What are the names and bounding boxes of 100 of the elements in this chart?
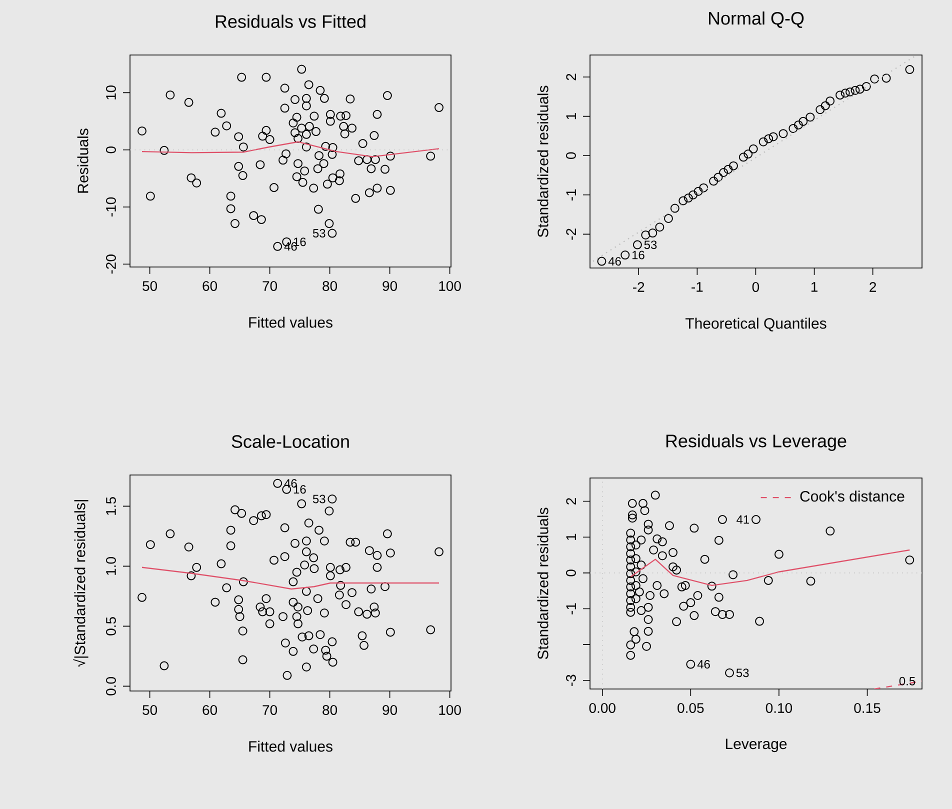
- legend-label: Cook's distance: [800, 490, 904, 502]
- x-tick-label: 0.15: [854, 703, 880, 713]
- point: [870, 74, 880, 84]
- x-tick-label: 80: [322, 705, 338, 715]
- y-tick-label: 10: [106, 85, 116, 100]
- point: [664, 214, 673, 223]
- x-tick-label: 50: [142, 281, 158, 291]
- x-tick-label: -1: [692, 282, 703, 292]
- x-axis-title: Leverage: [726, 738, 787, 752]
- x-tick-label: 90: [382, 281, 398, 291]
- y-tick-label: 0: [566, 570, 576, 576]
- point: [699, 183, 708, 192]
- chart-title: Residuals vs Fitted: [216, 14, 366, 28]
- point: [758, 137, 768, 146]
- point: [840, 88, 850, 98]
- annotation: 46: [608, 257, 621, 266]
- x-tick-label: 0.10: [766, 703, 792, 713]
- point: [748, 144, 758, 154]
- point: [728, 161, 738, 170]
- annotation: 16: [632, 250, 644, 260]
- point: [670, 204, 680, 213]
- point: [620, 250, 630, 260]
- point: [724, 164, 733, 174]
- y-axis-title: Standardized residuals: [537, 86, 548, 238]
- y-tick-label: 0: [106, 146, 116, 154]
- x-tick-label: 90: [382, 705, 398, 715]
- y-axis-title: Standardized residuals: [537, 508, 548, 660]
- y-tick-label: -10: [106, 197, 116, 216]
- y-tick-label: 1: [566, 534, 576, 540]
- x-tick-label: 100: [439, 281, 461, 291]
- point: [778, 129, 788, 138]
- point: [597, 256, 606, 266]
- x-tick-label: 1: [811, 282, 818, 292]
- y-tick-label: 2: [566, 74, 576, 80]
- y-axis-title: Residuals: [77, 128, 88, 193]
- chart-title: Normal Q-Q: [708, 11, 804, 28]
- point: [816, 105, 825, 114]
- point: [850, 86, 860, 95]
- point: [794, 120, 803, 130]
- point: [862, 82, 871, 91]
- y-tick-label: 1: [566, 113, 576, 120]
- x-axis-title: Fitted values: [249, 316, 332, 328]
- line-series: [141, 141, 440, 158]
- point: [836, 90, 845, 100]
- point: [820, 101, 830, 110]
- point: [684, 194, 693, 203]
- line-series: [630, 549, 910, 586]
- point: [709, 176, 718, 186]
- point: [738, 152, 748, 162]
- point: [632, 240, 642, 250]
- point: [764, 134, 774, 144]
- point: [788, 124, 798, 133]
- point: [768, 132, 778, 142]
- point: [694, 186, 703, 196]
- annotation: 53: [312, 494, 326, 504]
- x-tick-label: 70: [262, 705, 278, 715]
- point: [905, 65, 914, 74]
- y-tick-label: 0.0: [106, 677, 116, 696]
- x-tick-label: -2: [633, 282, 644, 292]
- point: [678, 196, 688, 206]
- y-tick-label: 0: [566, 152, 576, 159]
- point: [845, 87, 854, 96]
- point: [855, 84, 864, 94]
- x-tick-label: 70: [262, 281, 278, 291]
- x-tick-label: 2: [870, 282, 876, 292]
- x-tick-label: 100: [439, 705, 461, 715]
- annotation: 46: [697, 660, 710, 669]
- point: [882, 74, 891, 83]
- point: [719, 168, 728, 178]
- y-tick-label: -20: [106, 254, 116, 274]
- x-tick-label: 0.05: [678, 703, 704, 713]
- y-tick-label: -2: [566, 228, 576, 240]
- point: [655, 222, 664, 232]
- annotation: 53: [644, 240, 657, 250]
- annotation: 53: [312, 229, 326, 238]
- annotation: 53: [736, 668, 749, 678]
- x-tick-label: 60: [202, 281, 218, 291]
- chart-title: Scale-Location: [232, 434, 349, 448]
- y-tick-label: -1: [566, 189, 576, 200]
- line-series: [141, 566, 440, 590]
- point: [714, 172, 723, 182]
- x-tick-label: 80: [322, 281, 338, 291]
- y-tick-label: -3: [566, 674, 576, 686]
- point: [688, 190, 698, 200]
- point: [798, 116, 808, 126]
- x-tick-label: 60: [202, 705, 218, 715]
- annotation: 41: [736, 515, 750, 524]
- x-tick-label: 0.00: [589, 703, 616, 713]
- x-axis-title: Theoretical Quantiles: [685, 318, 826, 332]
- point: [826, 96, 835, 106]
- point: [806, 112, 815, 122]
- y-tick-label: 2: [566, 498, 576, 504]
- y-tick-label: -1: [566, 603, 576, 614]
- y-axis-title: √|Standardized residuals|: [73, 500, 88, 667]
- chart-title: Residuals vs Leverage: [666, 434, 846, 451]
- x-tick-label: 50: [142, 705, 158, 715]
- y-tick-label: 1.0: [106, 557, 116, 575]
- x-axis-title: Fitted values: [249, 740, 332, 752]
- y-tick-label: 1.5: [106, 497, 116, 515]
- y-tick-label: 0.5: [106, 617, 116, 636]
